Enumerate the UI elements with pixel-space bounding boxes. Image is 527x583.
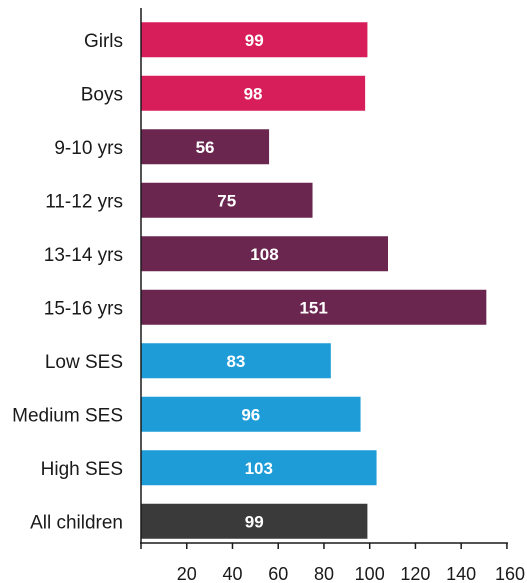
category-label: Girls xyxy=(84,31,123,52)
category-label: 9-10 yrs xyxy=(54,138,123,159)
x-tick-label: 60 xyxy=(268,564,288,583)
category-label: 11-12 yrs xyxy=(45,191,123,212)
bar-value-label: 96 xyxy=(241,405,260,424)
category-label: 15-16 yrs xyxy=(44,298,123,319)
category-label: Boys xyxy=(81,84,123,105)
category-label: All children xyxy=(30,512,123,533)
bar-value-label: 83 xyxy=(226,352,245,371)
bar-value-label: 103 xyxy=(245,459,273,478)
category-label: High SES xyxy=(41,459,123,480)
bar-group: Boys 98 xyxy=(81,76,365,111)
x-tick-label: 160 xyxy=(495,564,525,583)
bar-value-label: 99 xyxy=(245,512,264,531)
bar-group: Girls 99 xyxy=(84,22,367,57)
bar-group: All children 99 xyxy=(30,504,367,539)
bar-group: 11-12 yrs 75 xyxy=(45,183,312,218)
category-label: 13-14 yrs xyxy=(44,245,123,266)
bar-value-label: 99 xyxy=(245,31,264,50)
x-tick-label: 100 xyxy=(355,564,385,583)
bar-value-label: 75 xyxy=(217,191,236,210)
category-label: Medium SES xyxy=(12,405,123,426)
x-tick-label: 140 xyxy=(446,564,476,583)
bar-group: Low SES 83 xyxy=(45,343,331,378)
x-tick-label: 20 xyxy=(177,564,197,583)
bar-group: 9-10 yrs 56 xyxy=(54,129,269,164)
x-tick-label: 120 xyxy=(400,564,430,583)
x-tick-label: 80 xyxy=(314,564,334,583)
x-ticks-layer: 20 40 60 80 100 120 140 160 xyxy=(141,543,525,583)
bar-value-label: 98 xyxy=(244,84,263,103)
bar-group: High SES 103 xyxy=(41,450,377,485)
bar-value-label: 56 xyxy=(196,138,215,157)
bar-value-label: 151 xyxy=(299,298,327,317)
bar-value-label: 108 xyxy=(250,245,278,264)
category-label: Low SES xyxy=(45,352,123,373)
bar-group: 13-14 yrs 108 xyxy=(44,236,388,271)
bar-group: 15-16 yrs 151 xyxy=(44,290,487,325)
bars-layer: Girls 99 Boys 98 9-10 yrs 56 11-12 yrs 75 13-14 … xyxy=(12,22,486,539)
bar-group: Medium SES 96 xyxy=(12,397,360,432)
x-tick-label: 40 xyxy=(222,564,242,583)
